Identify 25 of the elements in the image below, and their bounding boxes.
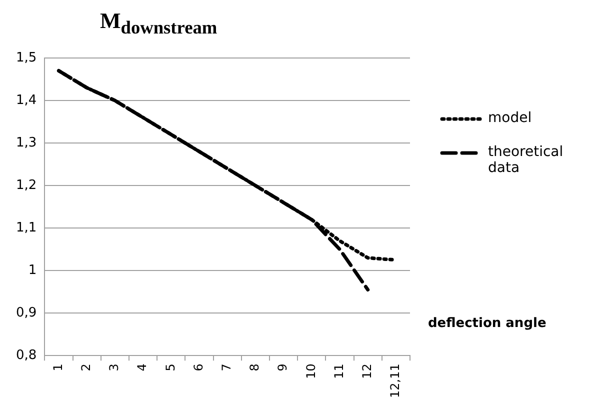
chart-title: M$_{downstream}$ — [100, 8, 218, 38]
legend-label: model — [488, 110, 533, 126]
x-axis-title: deflection angle — [428, 316, 546, 331]
x-tick-label: 1 — [50, 364, 65, 372]
x-tick-label: 5 — [163, 364, 178, 372]
y-tick-label: 1,2 — [16, 178, 37, 193]
y-tick-label: 1,3 — [16, 135, 37, 150]
y-tick-label: 1,4 — [16, 92, 37, 108]
y-tick-label: 1,5 — [16, 50, 37, 66]
x-tick-label: 9 — [276, 364, 290, 372]
x-tick-label: 3 — [107, 364, 122, 372]
x-tick-label: 12 — [360, 364, 374, 379]
x-tick-label: 7 — [219, 364, 234, 372]
x-tick-label: 6 — [191, 364, 206, 372]
x-tick-label: 8 — [248, 364, 262, 372]
x-tick-label: 4 — [135, 364, 150, 372]
x-tick-label: 12,11 — [388, 364, 402, 398]
y-tick-label: 0,8 — [16, 348, 37, 364]
y-tick-label: 1 — [28, 262, 37, 278]
y-tick-label: 0,9 — [16, 306, 37, 320]
y-tick-label: 1,1 — [16, 220, 37, 236]
x-tick-label: 2 — [78, 364, 93, 372]
legend-label: theoretical data — [488, 144, 564, 176]
x-tick-label: 11 — [332, 364, 346, 379]
x-tick-label: 10 — [304, 364, 318, 379]
